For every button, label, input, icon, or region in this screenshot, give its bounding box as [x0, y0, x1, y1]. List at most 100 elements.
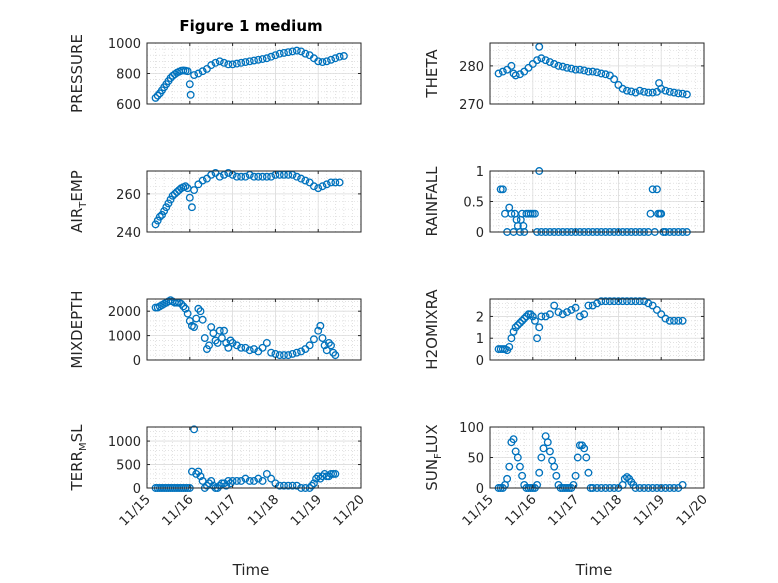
- h2omixra-point: [670, 316, 678, 325]
- pressure-point: [301, 49, 310, 58]
- mixdepth-point: [211, 336, 220, 345]
- terr_msl-x-tick-label: 11/15: [117, 492, 154, 529]
- x-axis-label-right: Time: [575, 561, 613, 579]
- mixdepth-point: [194, 304, 203, 313]
- sun_flux-ylabel: SUNFLUX: [423, 424, 444, 490]
- h2omixra-point: [571, 303, 580, 312]
- pressure-point: [280, 48, 288, 57]
- sun_flux-point: [552, 471, 561, 480]
- terr_msl-point: [288, 481, 297, 490]
- h2omixra-point: [545, 310, 554, 319]
- h2omixra-point: [644, 299, 653, 308]
- rainfall-ylabel: RAINFALL: [423, 166, 441, 237]
- mixdepth-point: [177, 299, 186, 308]
- theta-point: [511, 71, 520, 80]
- sun_flux-point: [537, 453, 546, 462]
- pressure-point: [211, 58, 220, 67]
- h2omixra-point: [635, 297, 644, 306]
- theta-point: [593, 68, 601, 77]
- rainfall-point: [648, 185, 657, 194]
- theta-point: [567, 64, 576, 73]
- pressure-y-tick-label: 600: [116, 98, 141, 113]
- mixdepth-point: [250, 345, 258, 353]
- theta-point: [588, 67, 597, 76]
- h2omixra-point: [535, 323, 544, 332]
- pressure-point: [186, 90, 195, 99]
- h2omixra-y-tick-label: 2: [476, 310, 484, 325]
- subplot-mixdepth: 0 1000 2000 MIXDEPTH: [68, 290, 362, 369]
- h2omixra-point: [541, 312, 550, 321]
- terr_msl-axes-box: [146, 426, 362, 489]
- pressure-point: [262, 54, 271, 63]
- sun_flux-point: [518, 471, 527, 480]
- pressure-point: [153, 91, 162, 100]
- pressure-ylabel: PRESSURE: [68, 34, 86, 113]
- h2omixra-point: [505, 342, 514, 351]
- air_temp-point: [164, 199, 173, 208]
- mixdepth-point: [224, 343, 233, 352]
- terr_msl-point: [222, 481, 231, 490]
- pressure-point: [267, 52, 276, 61]
- air_temp-point: [275, 170, 284, 179]
- air_temp-point: [232, 172, 241, 181]
- pressure-point: [318, 58, 327, 67]
- sun_flux-point: [503, 474, 512, 483]
- mixdepth-point: [262, 338, 271, 347]
- terr_msl-x-tick-label: 11/16: [160, 492, 197, 529]
- pressure-y-tick-label: 800: [116, 68, 141, 83]
- h2omixra-point: [518, 316, 527, 325]
- air_temp-point: [151, 220, 160, 229]
- h2omixra-point: [657, 310, 666, 319]
- pressure-point: [288, 47, 297, 56]
- air_temp-point: [224, 168, 233, 177]
- h2omixra-point: [618, 297, 627, 306]
- pressure-point: [297, 47, 306, 56]
- pressure-point: [292, 46, 301, 55]
- sun_flux-point: [582, 453, 591, 462]
- h2omixra-point: [605, 297, 614, 306]
- terr_msl-point: [307, 481, 316, 490]
- pressure-point: [220, 58, 228, 67]
- mixdepth-point: [220, 326, 228, 335]
- terr_msl-x-tick-label: 11/20: [331, 492, 368, 529]
- mixdepth-y-tick-label: 2000: [108, 305, 141, 320]
- mixdepth-point: [181, 304, 190, 313]
- terr_msl-point: [262, 469, 271, 478]
- h2omixra-point: [631, 297, 640, 306]
- subplot-terr_msl: 0 500 1000 TERRMSL 11/15 11/16 11/17 11/18 11/19…: [68, 424, 368, 529]
- mixdepth-point: [245, 346, 254, 355]
- theta-point: [498, 67, 507, 76]
- mixdepth-point: [297, 347, 306, 356]
- air_temp-point: [166, 195, 175, 204]
- theta-point: [674, 89, 683, 98]
- mixdepth-ylabel: MIXDEPTH: [68, 290, 86, 368]
- h2omixra-point: [537, 312, 546, 321]
- air_temp-axes-box: [146, 170, 362, 233]
- air_temp-point: [262, 172, 271, 181]
- terr_msl-point: [275, 481, 284, 490]
- terr_msl-y-tick-label: 500: [116, 459, 141, 474]
- theta-point: [670, 88, 678, 97]
- subplot-h2omixra: 0 1 2 H2OMIXRA: [423, 289, 705, 370]
- air_temp-point: [322, 180, 331, 189]
- theta-point: [507, 61, 516, 70]
- pressure-point: [250, 56, 258, 65]
- h2omixra-point: [661, 314, 670, 323]
- mixdepth-point: [183, 309, 192, 318]
- sun_flux-point: [509, 435, 518, 444]
- h2omixra-point: [575, 312, 584, 321]
- pressure-y-tick-label: 1000: [108, 37, 141, 52]
- mixdepth-point: [198, 315, 207, 324]
- sun_flux-point: [535, 468, 544, 477]
- mixdepth-point: [288, 349, 297, 358]
- terr_msl-point: [207, 477, 216, 485]
- pressure-point: [314, 57, 323, 66]
- mixdepth-point: [275, 351, 284, 360]
- terr_msl-point: [241, 474, 250, 483]
- subplot-theta: 270 280 THETA: [423, 42, 705, 113]
- theta-point: [537, 54, 546, 63]
- terr_msl-point: [309, 479, 318, 488]
- pressure-point: [194, 69, 203, 78]
- theta-point: [631, 88, 640, 97]
- pressure-point: [335, 52, 344, 61]
